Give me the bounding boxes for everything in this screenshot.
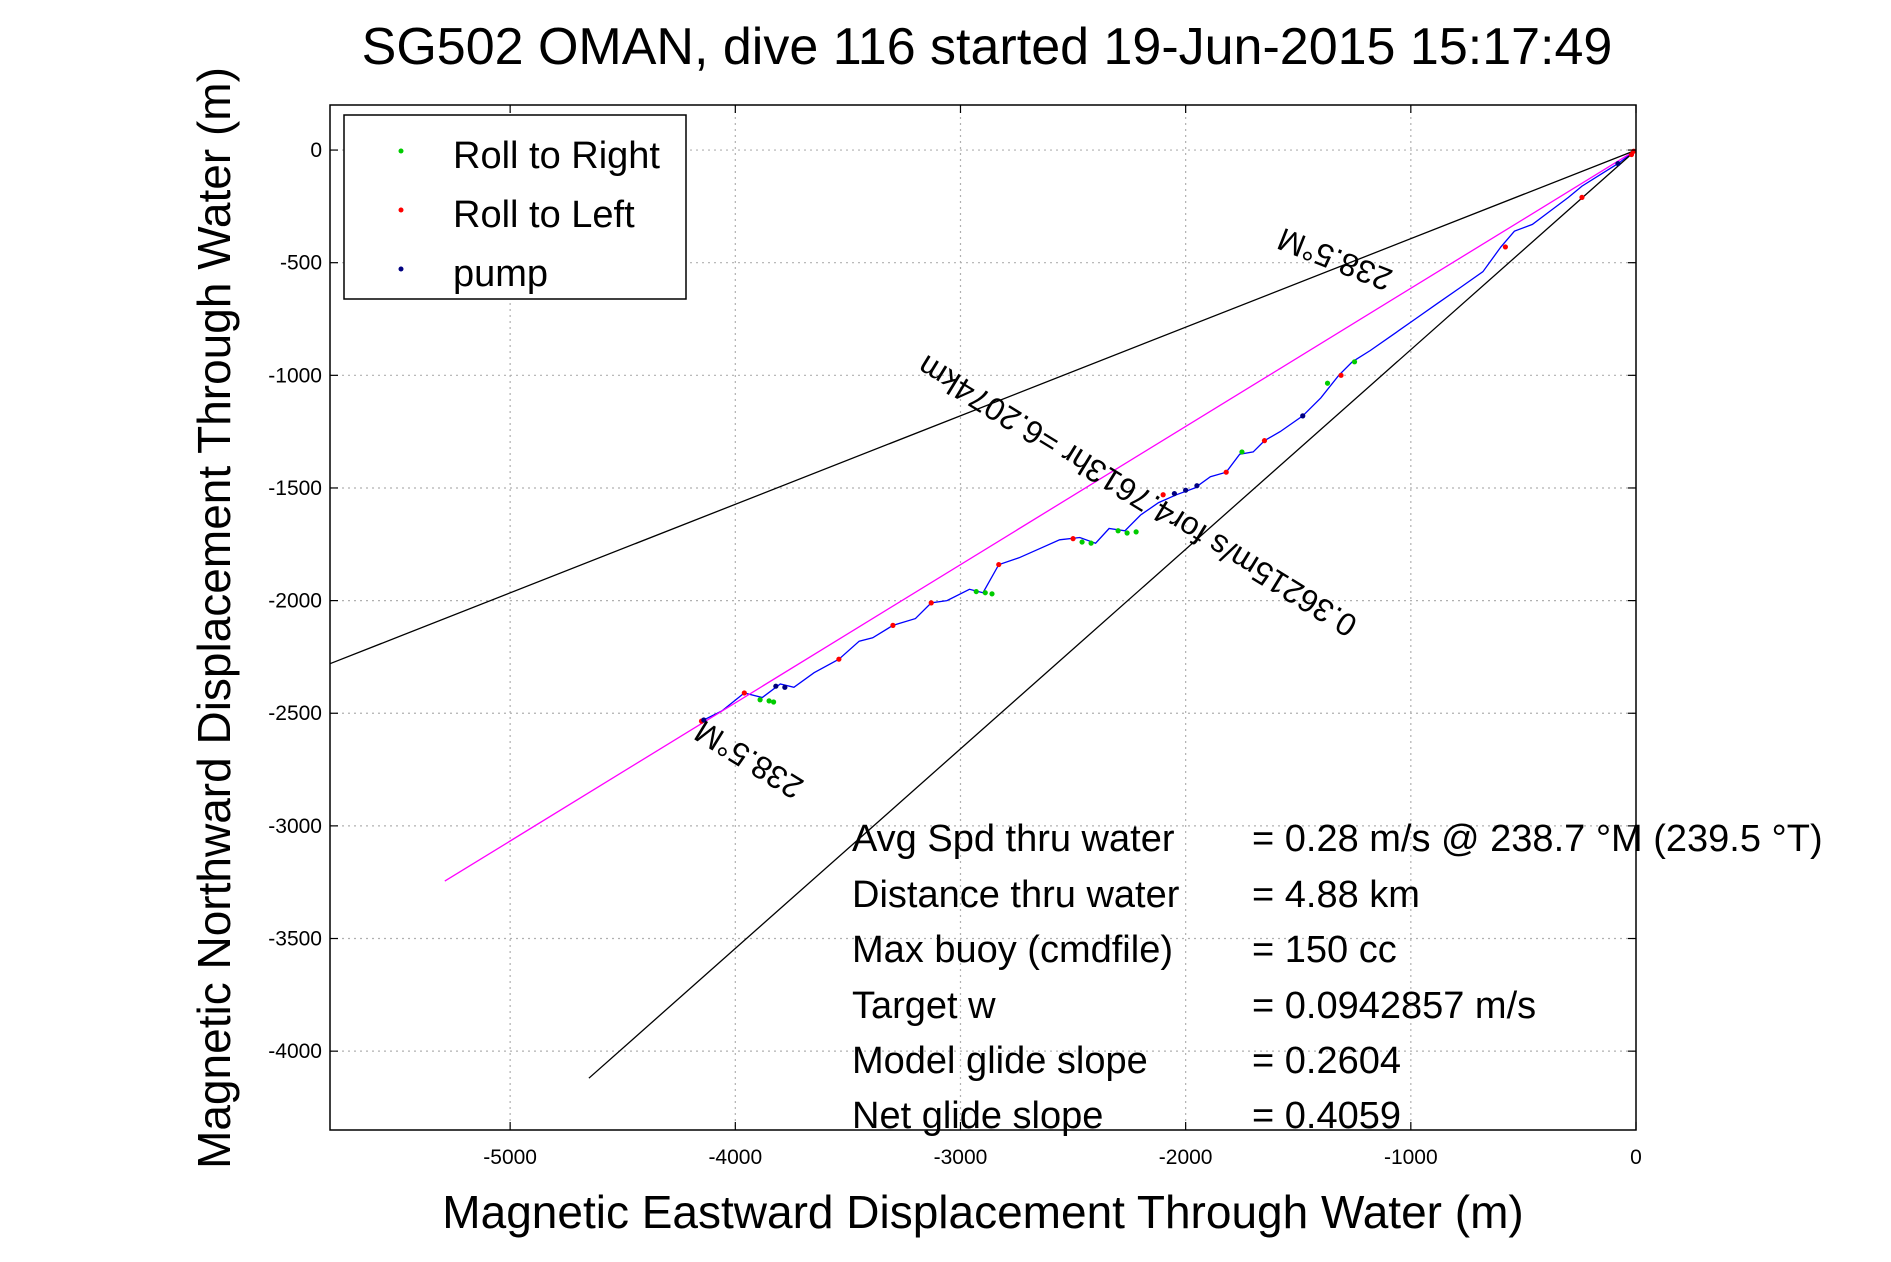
- chart-annotation: 238.5°M: [1273, 221, 1397, 298]
- series-0-point: [770, 699, 777, 705]
- series-2-point: [782, 684, 788, 690]
- series-1-point: [928, 600, 934, 606]
- info-block: Avg Spd thru water = 0.28 m/s @ 238.7 °M…: [852, 818, 1823, 1137]
- series-1-point: [1223, 469, 1229, 475]
- y-axis-label: Magnetic Northward Displacement Through …: [188, 67, 240, 1169]
- chart-title: SG502 OMAN, dive 116 started 19-Jun-2015…: [362, 18, 1613, 76]
- legend-label-roll-right: Roll to Right: [453, 135, 660, 177]
- x-tick-label: 0: [1630, 1146, 1642, 1169]
- series-0-point: [1133, 529, 1139, 535]
- series-1-point: [890, 622, 896, 628]
- series-1-point: [1502, 244, 1508, 250]
- info-label-target-w: Target w: [852, 985, 996, 1027]
- tick-labels: -5000 -4000 -3000 -2000 -1000 0 0 -500 -1000 -150…: [268, 105, 1642, 1169]
- info-value-net-glide: = 0.4059: [1252, 1095, 1401, 1137]
- info-label-avg-speed: Avg Spd thru water: [852, 818, 1175, 860]
- x-tick-label: -5000: [483, 1146, 537, 1169]
- axes-frame: [329, 104, 1637, 1131]
- series-line-6: [588, 149, 1637, 1079]
- series-2-point: [701, 717, 707, 723]
- y-tick-label: -500: [280, 252, 322, 275]
- x-tick-label: -1000: [1384, 1146, 1438, 1169]
- series-2-point: [1171, 490, 1177, 497]
- legend-marker-roll-left: [398, 207, 404, 213]
- series-line-4: [444, 149, 1637, 882]
- series-0-point: [757, 697, 763, 703]
- info-value-target-w: = 0.0942857 m/s: [1252, 985, 1536, 1027]
- legend: Roll to Right Roll to Left pump: [343, 114, 687, 300]
- info-label-net-glide: Net glide slope: [852, 1095, 1103, 1137]
- legend-label-roll-left: Roll to Left: [453, 194, 635, 236]
- x-tick-label: -2000: [1159, 1146, 1213, 1169]
- series-0-point: [1079, 539, 1085, 545]
- chart-annotation: 0.36215m/s for4.7613hr =6.2074km: [911, 348, 1363, 644]
- series-0-point: [1124, 530, 1130, 536]
- series-0-point: [989, 591, 995, 597]
- y-tick-label: 0: [310, 139, 322, 162]
- y-tick-label: -1500: [268, 477, 322, 500]
- series-line-5: [329, 149, 1637, 665]
- series-1-point: [1338, 372, 1344, 378]
- x-tick-label: -4000: [708, 1146, 762, 1169]
- series-1-point: [836, 656, 842, 662]
- y-tick-label: -3000: [268, 815, 322, 838]
- info-value-avg-speed: = 0.28 m/s @ 238.7 °M (239.5 °T): [1252, 818, 1823, 860]
- series-0-point: [766, 698, 772, 704]
- series-1-point: [1261, 438, 1268, 444]
- series-2-point: [1300, 413, 1306, 419]
- legend-label-pump: pump: [453, 253, 548, 295]
- series-2-point: [1194, 483, 1200, 489]
- y-tick-label: -4000: [268, 1040, 322, 1063]
- info-label-model-glide: Model glide slope: [852, 1040, 1148, 1082]
- x-axis-label: Magnetic Eastward Displacement Through W…: [442, 1186, 1523, 1238]
- info-label-max-buoy: Max buoy (cmdfile): [852, 929, 1173, 971]
- chart-annotation: 238.5°M: [688, 713, 809, 806]
- legend-marker-pump: [398, 266, 404, 272]
- series-1-point: [741, 690, 747, 696]
- series-lines: [329, 149, 1637, 1079]
- y-tick-label: -3500: [268, 928, 322, 951]
- series-1-point: [996, 561, 1002, 568]
- info-label-distance: Distance thru water: [852, 874, 1180, 916]
- series-0-point: [1239, 449, 1245, 455]
- series-2-point: [773, 683, 779, 689]
- series-2-point: [1615, 160, 1621, 167]
- series-0-point: [982, 590, 988, 596]
- series-1-point: [1579, 194, 1585, 200]
- series-0-point: [973, 588, 979, 595]
- series-0-point: [1324, 380, 1331, 386]
- series-markers: [698, 148, 1637, 724]
- y-tick-label: -1000: [268, 364, 322, 387]
- info-value-distance: = 4.88 km: [1252, 874, 1420, 916]
- series-0-point: [1088, 540, 1094, 546]
- series-1-point: [1070, 536, 1076, 542]
- info-value-model-glide: = 0.2604: [1252, 1040, 1401, 1082]
- series-0-point: [1351, 359, 1358, 365]
- info-value-max-buoy: = 150 cc: [1252, 929, 1397, 971]
- legend-marker-roll-right: [398, 148, 404, 154]
- series-1-point: [1160, 492, 1166, 498]
- series-2-point: [1183, 487, 1189, 493]
- series-0-point: [1115, 528, 1121, 534]
- x-tick-label: -3000: [934, 1146, 988, 1169]
- y-tick-label: -2500: [268, 702, 322, 725]
- y-tick-label: -2000: [268, 590, 322, 613]
